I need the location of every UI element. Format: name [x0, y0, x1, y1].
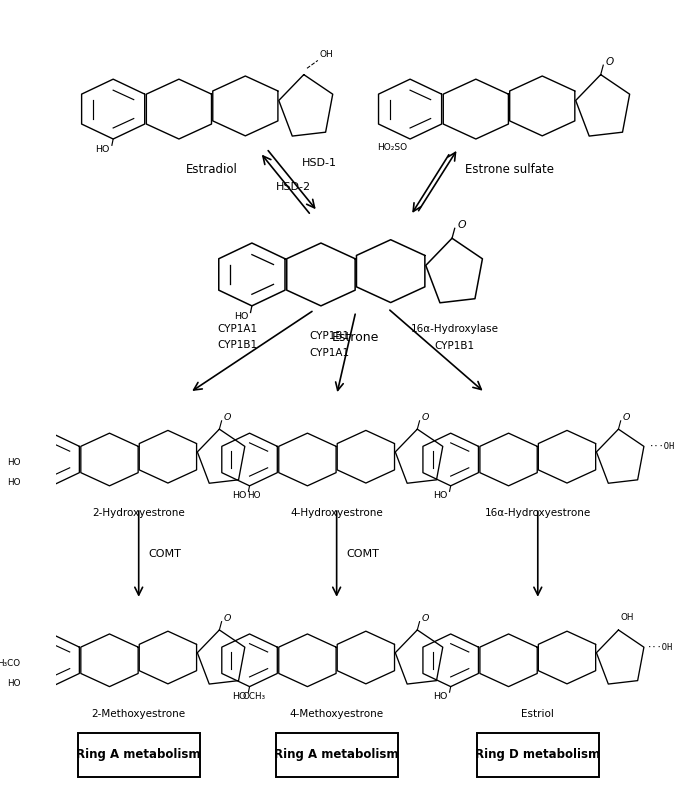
Text: COMT: COMT	[346, 549, 379, 559]
Text: CYP1B1: CYP1B1	[217, 340, 258, 350]
Text: O: O	[224, 614, 231, 623]
Text: 16α-Hydroxyestrone: 16α-Hydroxyestrone	[484, 508, 591, 519]
Text: HO: HO	[232, 692, 247, 701]
Text: COMT: COMT	[148, 549, 181, 559]
Text: CYP1B1: CYP1B1	[435, 341, 475, 351]
Text: Estriol: Estriol	[521, 709, 554, 719]
Text: HO: HO	[232, 492, 247, 500]
Text: HO: HO	[7, 458, 20, 467]
FancyBboxPatch shape	[477, 733, 599, 777]
Text: O: O	[457, 220, 466, 230]
Text: HO: HO	[7, 478, 20, 487]
Text: 16α-Hydroxylase: 16α-Hydroxylase	[411, 324, 499, 334]
Text: Ring A metabolism: Ring A metabolism	[77, 749, 201, 761]
Text: HO: HO	[234, 312, 249, 321]
Text: O: O	[422, 413, 429, 422]
Text: HO: HO	[247, 492, 261, 500]
Text: CYP1A1: CYP1A1	[309, 347, 349, 358]
Text: HSD-2: HSD-2	[276, 182, 311, 193]
Text: HO: HO	[95, 145, 110, 155]
Text: HO₂SO: HO₂SO	[377, 143, 407, 152]
Text: HO: HO	[434, 492, 448, 500]
Text: OCH₃: OCH₃	[243, 692, 266, 701]
Text: Ring A metabolism: Ring A metabolism	[275, 749, 399, 761]
Text: ···OH: ···OH	[648, 442, 675, 451]
Text: O: O	[422, 614, 429, 623]
Text: Estradiol: Estradiol	[186, 163, 238, 175]
FancyBboxPatch shape	[78, 733, 199, 777]
Text: Estrone: Estrone	[332, 331, 379, 344]
Text: O: O	[224, 413, 231, 422]
Text: OH: OH	[319, 50, 333, 59]
FancyBboxPatch shape	[276, 733, 397, 777]
Text: 4-Hydroxyestrone: 4-Hydroxyestrone	[290, 508, 383, 519]
Text: HSD-1: HSD-1	[302, 158, 337, 168]
Text: ···OH: ···OH	[648, 642, 673, 652]
Text: 4-Methoxyestrone: 4-Methoxyestrone	[289, 709, 384, 719]
Text: CYP1B1: CYP1B1	[309, 331, 349, 341]
Text: HO: HO	[434, 692, 448, 701]
Text: 2-Hydroxyestrone: 2-Hydroxyestrone	[92, 508, 185, 519]
Text: O: O	[623, 413, 630, 422]
Text: CYP1A1: CYP1A1	[217, 324, 258, 334]
Text: Estrone sulfate: Estrone sulfate	[464, 163, 553, 175]
Text: H₃CO: H₃CO	[0, 659, 20, 668]
Text: O: O	[606, 57, 614, 67]
Text: 2-Methoxyestrone: 2-Methoxyestrone	[91, 709, 186, 719]
Text: Ring D metabolism: Ring D metabolism	[475, 749, 600, 761]
Text: HO: HO	[7, 679, 20, 688]
Text: OH: OH	[621, 613, 634, 622]
